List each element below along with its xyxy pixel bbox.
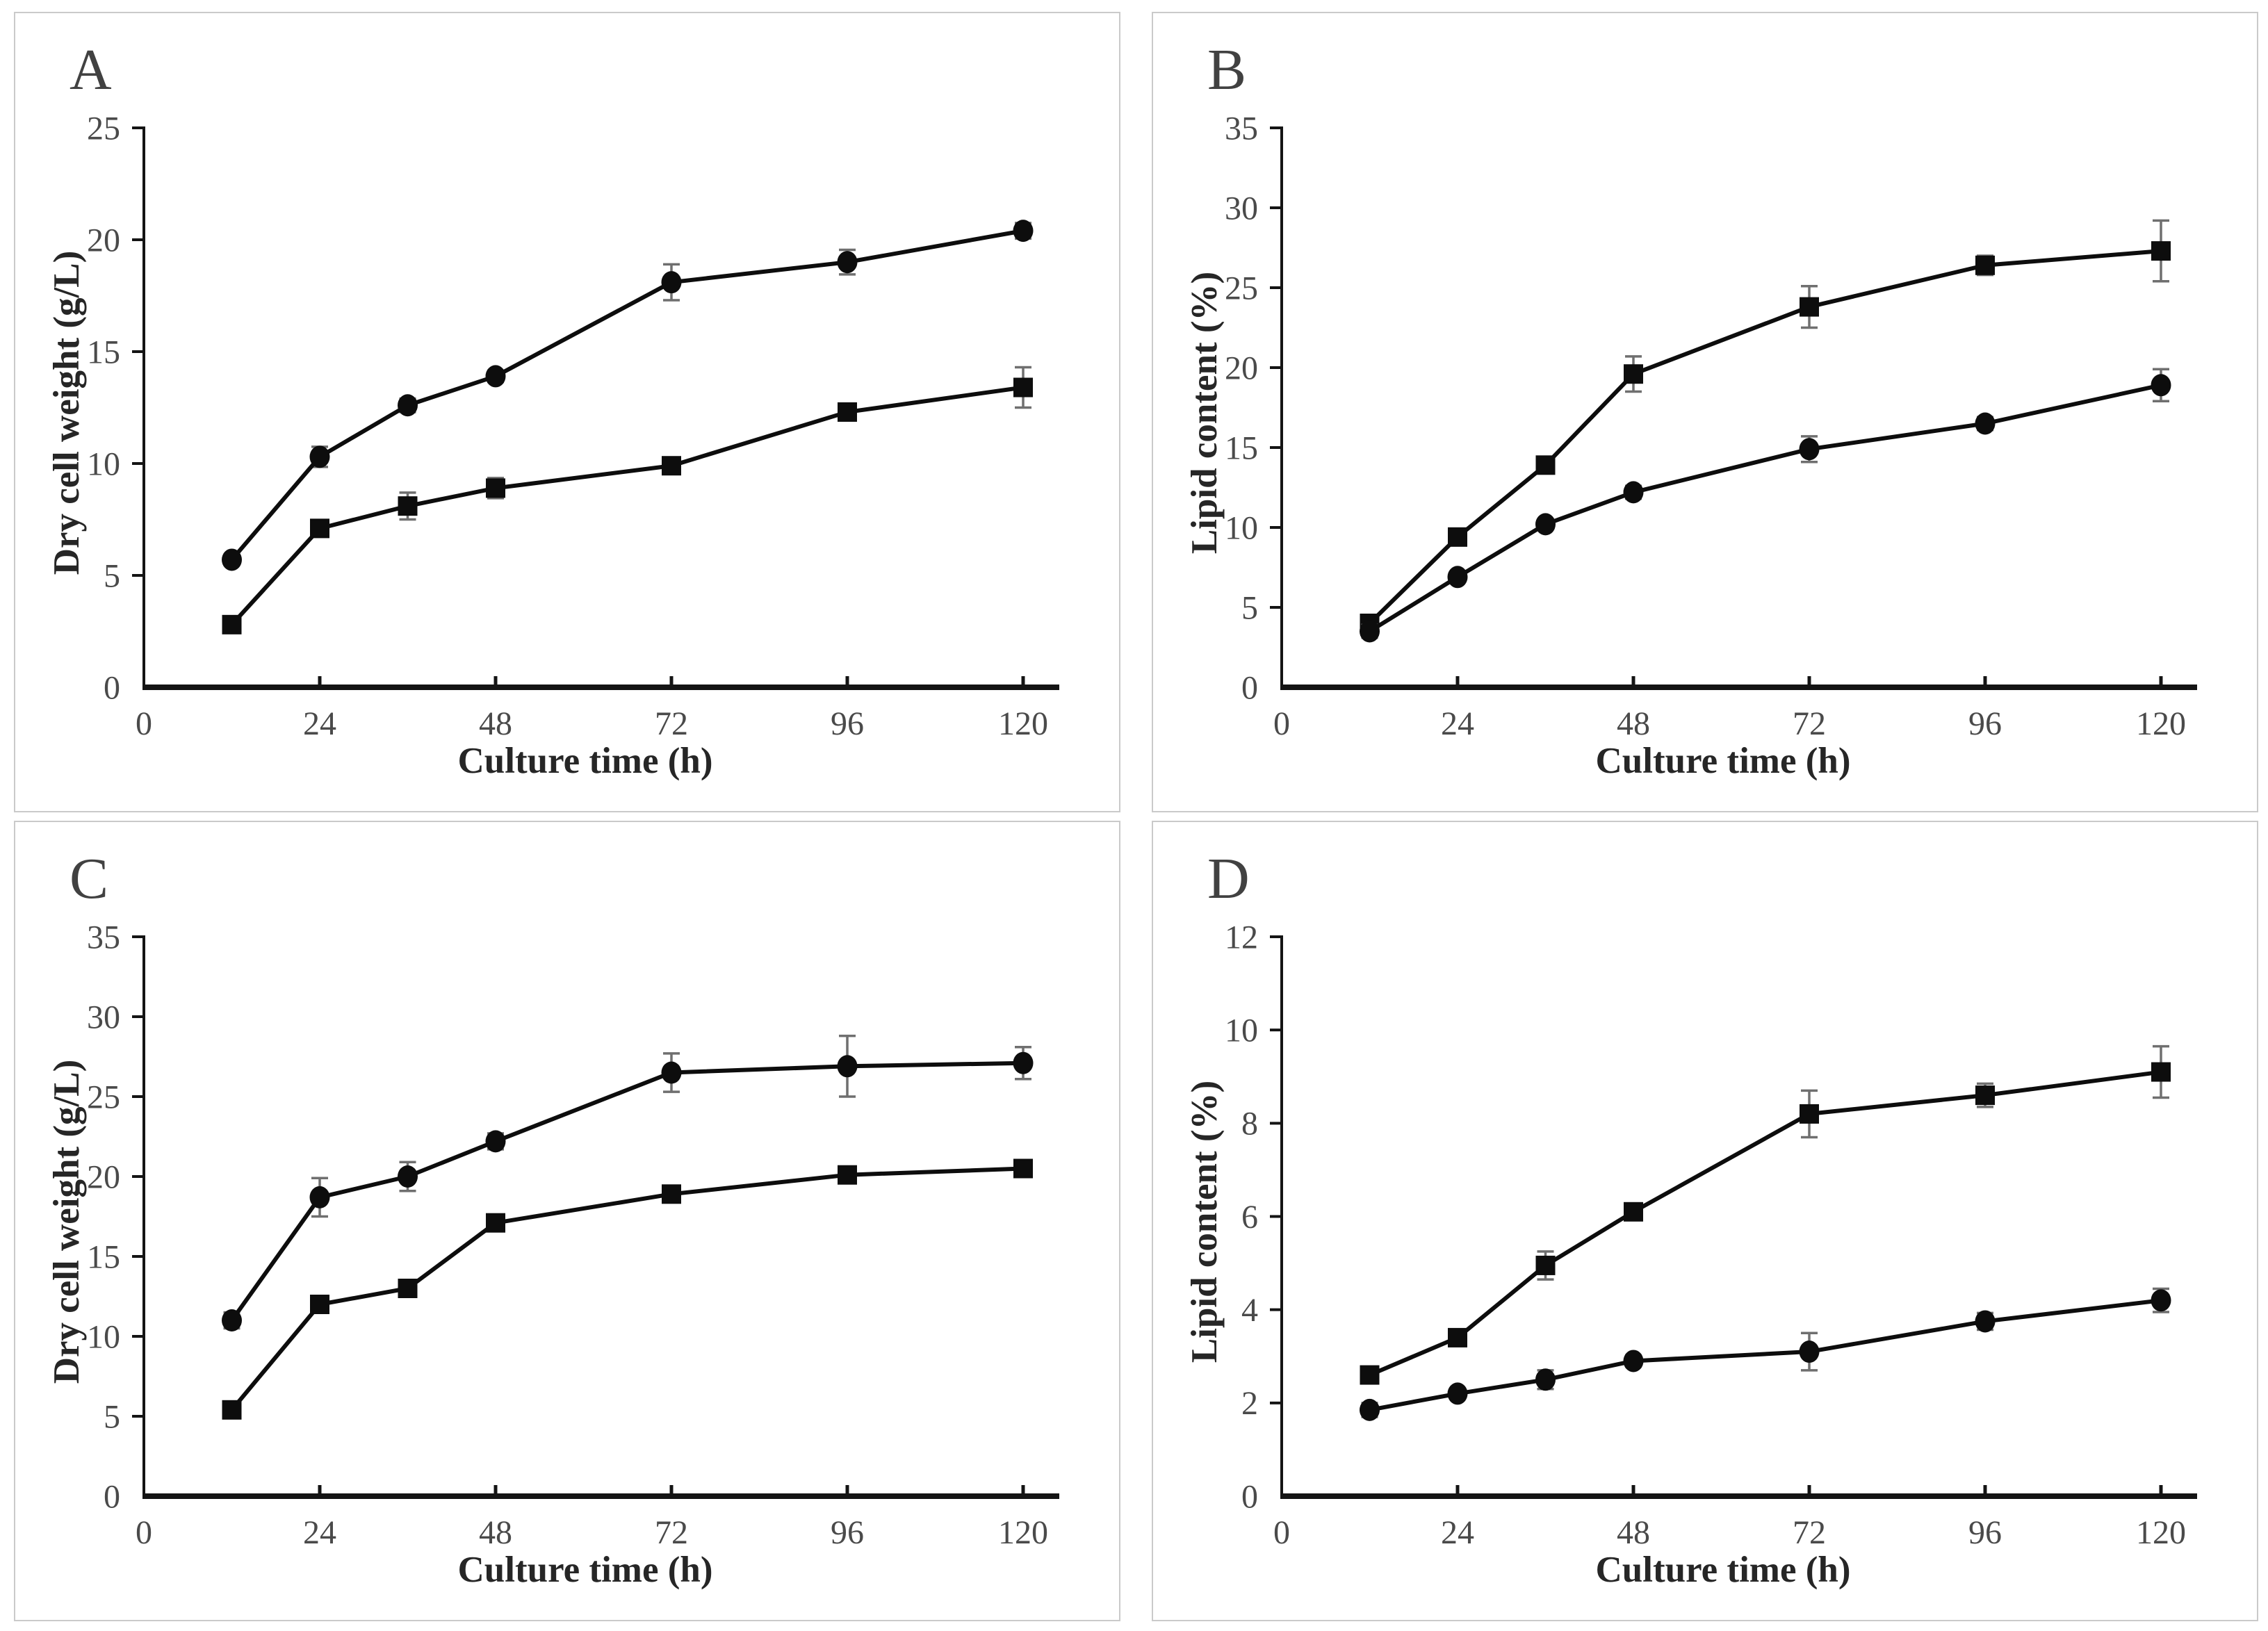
- svg-text:0: 0: [136, 705, 152, 742]
- panel-d-y-axis-title: Lipid content (%): [1184, 1080, 1225, 1363]
- panel-a-letter: A: [70, 38, 113, 102]
- svg-text:96: 96: [831, 1514, 864, 1551]
- panel-d-x-axis-title: Culture time (h): [1595, 1550, 1851, 1590]
- panel-b-plot: 0 5 10 15 20 25 30 35 0 24 48 72 96 120: [1225, 110, 2197, 742]
- svg-text:24: 24: [303, 705, 336, 742]
- svg-text:120: 120: [998, 705, 1048, 742]
- svg-text:20: 20: [87, 1158, 120, 1195]
- svg-text:120: 120: [2136, 705, 2186, 742]
- svg-text:0: 0: [136, 1514, 152, 1551]
- svg-text:72: 72: [655, 1514, 688, 1551]
- panel-b: 0 5 10 15 20 25 30 35 0 24 48 72 96 120 B Lipid conte…: [1152, 12, 2258, 812]
- panel-c-letter: C: [70, 846, 110, 911]
- svg-text:10: 10: [1225, 1012, 1258, 1049]
- svg-text:5: 5: [104, 1398, 120, 1435]
- svg-text:25: 25: [87, 1079, 120, 1115]
- svg-text:5: 5: [1241, 589, 1258, 626]
- svg-text:48: 48: [479, 1514, 512, 1551]
- svg-text:4: 4: [1241, 1292, 1258, 1329]
- svg-text:48: 48: [1617, 705, 1650, 742]
- svg-text:20: 20: [87, 222, 120, 259]
- svg-text:48: 48: [479, 705, 512, 742]
- svg-text:72: 72: [655, 705, 688, 742]
- svg-text:5: 5: [104, 557, 120, 594]
- svg-text:15: 15: [87, 1238, 120, 1275]
- svg-text:10: 10: [87, 1318, 120, 1355]
- svg-text:0: 0: [1241, 669, 1258, 706]
- svg-text:15: 15: [1225, 429, 1258, 466]
- svg-text:0: 0: [1273, 1514, 1290, 1551]
- svg-text:2: 2: [1241, 1385, 1258, 1422]
- panel-b-x-axis-title: Culture time (h): [1595, 741, 1851, 781]
- svg-text:25: 25: [1225, 270, 1258, 306]
- svg-text:24: 24: [1441, 1514, 1474, 1551]
- panel-a: 0 5 10 15 20 25 0 24 48 72 96 120 A Dry cell weight…: [14, 12, 1120, 812]
- panel-a-x-axis-title: Culture time (h): [457, 741, 713, 781]
- svg-text:15: 15: [87, 334, 120, 370]
- svg-text:30: 30: [1225, 190, 1258, 227]
- svg-text:24: 24: [1441, 705, 1474, 742]
- svg-text:6: 6: [1241, 1199, 1258, 1236]
- svg-text:35: 35: [1225, 110, 1258, 147]
- svg-text:96: 96: [1968, 705, 2002, 742]
- svg-text:0: 0: [104, 1478, 120, 1515]
- panel-c-y-axis-title: Dry cell weight (g/L): [47, 1059, 87, 1384]
- svg-text:20: 20: [1225, 350, 1258, 386]
- panel-a-plot: 0 5 10 15 20 25 0 24 48 72 96 120: [87, 110, 1059, 742]
- panel-b-y-axis-title: Lipid content (%): [1184, 271, 1225, 555]
- panel-c-x-axis-title: Culture time (h): [457, 1550, 713, 1590]
- panel-a-y-axis-title: Dry cell weight (g/L): [47, 250, 87, 575]
- svg-text:96: 96: [1968, 1514, 2002, 1551]
- svg-text:25: 25: [87, 110, 120, 147]
- svg-text:120: 120: [998, 1514, 1048, 1551]
- panel-c-plot: 0 5 10 15 20 25 30 35 0 24 48 72 96 120: [87, 919, 1059, 1551]
- svg-text:10: 10: [87, 445, 120, 482]
- svg-text:8: 8: [1241, 1106, 1258, 1142]
- svg-text:30: 30: [87, 999, 120, 1035]
- panel-d-letter: D: [1207, 846, 1250, 911]
- svg-text:72: 72: [1793, 705, 1826, 742]
- svg-text:35: 35: [87, 919, 120, 956]
- panel-c: 0 5 10 15 20 25 30 35 0 24 48 72 96 120 C Dry cell we…: [14, 821, 1120, 1621]
- panel-d: 0 2 4 6 8 10 12 0 24 48 72 96 120 D Lipid content (%…: [1152, 821, 2258, 1621]
- svg-text:0: 0: [1273, 705, 1290, 742]
- svg-text:0: 0: [104, 669, 120, 706]
- svg-text:10: 10: [1225, 509, 1258, 546]
- svg-text:120: 120: [2136, 1514, 2186, 1551]
- panel-b-letter: B: [1207, 38, 1248, 102]
- svg-text:12: 12: [1225, 919, 1258, 956]
- svg-text:48: 48: [1617, 1514, 1650, 1551]
- svg-text:24: 24: [303, 1514, 336, 1551]
- svg-text:72: 72: [1793, 1514, 1826, 1551]
- svg-text:96: 96: [831, 705, 864, 742]
- svg-text:0: 0: [1241, 1478, 1258, 1515]
